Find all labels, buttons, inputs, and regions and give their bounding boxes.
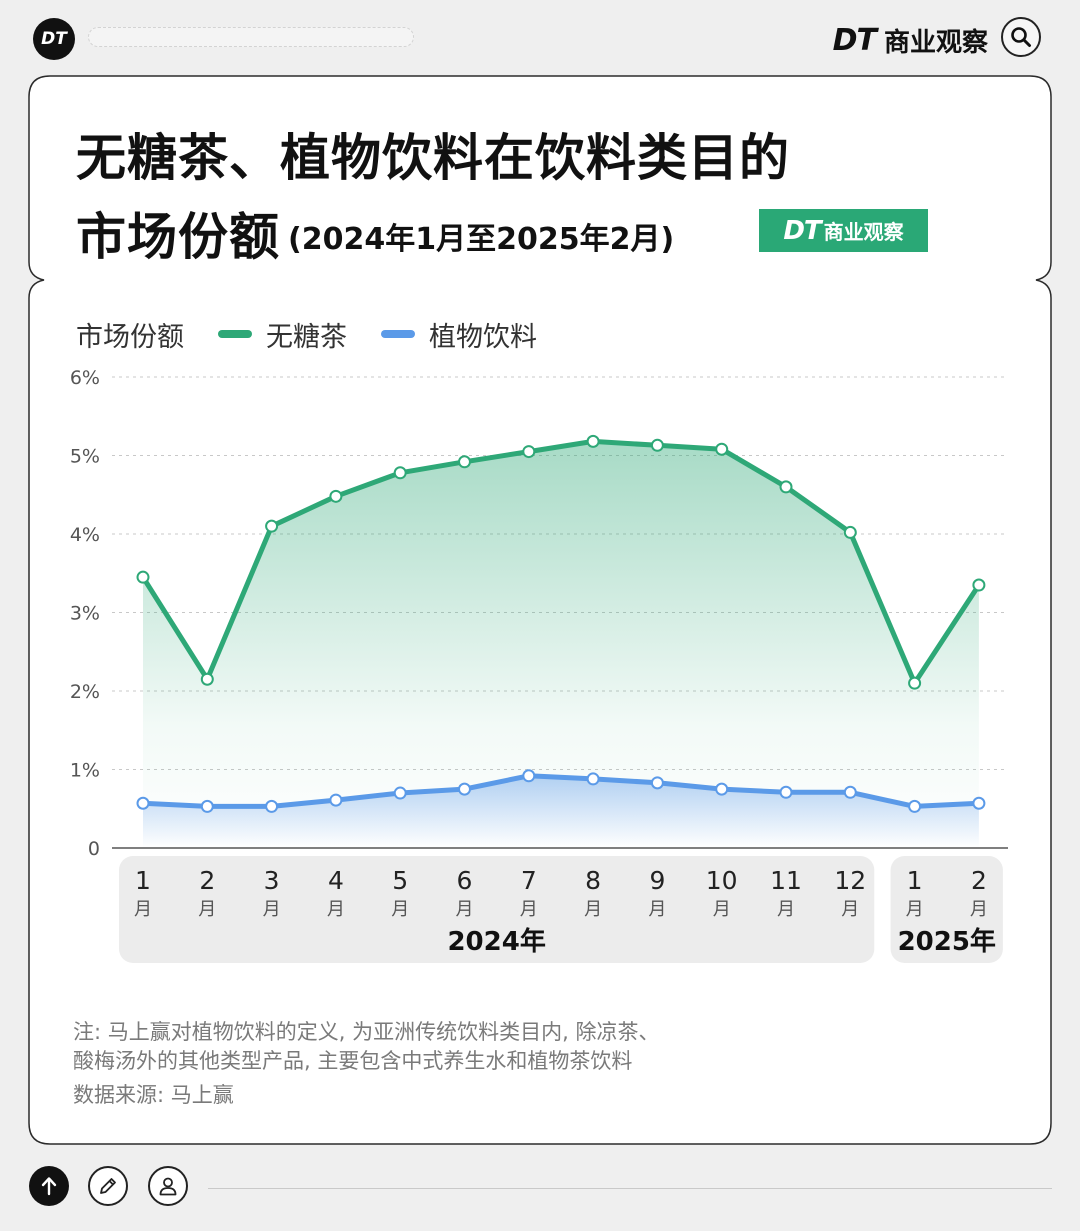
brand-name: 商业观察 xyxy=(883,27,988,58)
note-line-2: 酸梅汤外的其他类型产品, 主要包含中式养生水和植物茶饮料 xyxy=(73,1049,633,1073)
search-button[interactable] xyxy=(1001,17,1041,57)
chart-legend: 市场份额 无糖茶 植物饮料 xyxy=(76,314,537,354)
legend-item-plant: 植物饮料 xyxy=(429,321,537,353)
brand-dt: DT xyxy=(832,22,877,58)
bottom-divider xyxy=(208,1188,1052,1189)
edit-button[interactable] xyxy=(88,1166,128,1206)
chart-title: 无糖茶、植物饮料在饮料类目的 xyxy=(76,129,790,187)
chart-title-line2: 市场份额 (2024年1月至2025年2月) xyxy=(76,200,674,266)
profile-button[interactable] xyxy=(148,1166,188,1206)
badge-name: 商业观察 xyxy=(823,220,904,244)
data-source: 数据来源: 马上赢 xyxy=(73,1083,234,1107)
brand-header: DT 商业观察 xyxy=(833,20,988,60)
pencil-icon xyxy=(100,1178,116,1194)
legend-swatch-plant xyxy=(381,330,415,338)
chart-notes: 注: 马上赢对植物饮料的定义, 为亚洲传统饮料类目内, 除凉茶、 酸梅汤外的其他… xyxy=(73,1018,773,1110)
dt-logo[interactable]: DT xyxy=(33,18,75,60)
scroll-top-button[interactable] xyxy=(29,1166,69,1206)
legend-item-tea: 无糖茶 xyxy=(266,321,347,353)
top-progress-pill xyxy=(88,27,414,47)
person-icon xyxy=(159,1177,177,1196)
badge-dt: DT xyxy=(783,215,821,246)
search-icon xyxy=(1011,27,1031,47)
title-main: 市场份额 xyxy=(76,208,280,266)
title-range: (2024年1月至2025年2月) xyxy=(288,222,675,257)
note-line-1: 注: 马上赢对植物饮料的定义, 为亚洲传统饮料类目内, 除凉茶、 xyxy=(73,1020,660,1044)
legend-swatch-tea xyxy=(218,330,252,338)
dt-badge: DT 商业观察 xyxy=(759,209,928,252)
arrow-up-icon xyxy=(41,1177,57,1196)
legend-label: 市场份额 xyxy=(76,321,184,353)
